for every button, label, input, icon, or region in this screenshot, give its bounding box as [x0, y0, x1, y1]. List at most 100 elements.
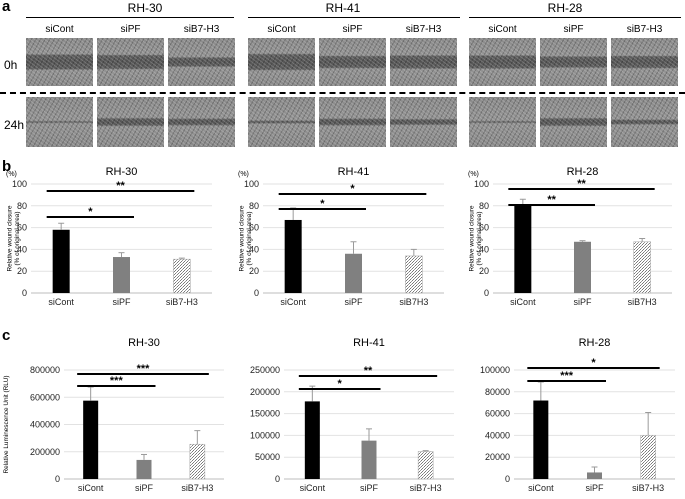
condition-label-rh41-sicont: siCont	[267, 24, 296, 35]
condition-label-rh28-sipf: siPF	[563, 24, 584, 35]
chart-c-rh41-bar-2	[417, 451, 434, 480]
cell-line-underline-rh30	[26, 17, 234, 18]
micrograph-rh28-sicont-0h	[469, 38, 536, 86]
micrograph-rh30-sicont-24h	[26, 97, 93, 147]
chart-b-rh28-significance-mark-0: **	[547, 194, 556, 206]
chart-b-rh41-bar-1	[345, 253, 362, 293]
chart-b-rh28-bar-1	[574, 241, 591, 293]
condition-label-rh30-sipf: siPF	[120, 24, 141, 35]
chart-c-rh41-ytick: 0	[275, 474, 280, 484]
micrograph-rh30-sipf-24h	[97, 97, 164, 147]
micrograph-rh28-sipf-24h	[540, 97, 607, 147]
chart-b-rh28-ylabel: Relative wound closure(% of original are…	[469, 205, 483, 272]
chart-c-rh30-ytick: 400000	[30, 420, 60, 430]
chart-c-rh28-category-0: siCont	[528, 483, 554, 493]
chart-wound-closure-rh30: RH-30 (%) Relative wound closure(% of orig…	[6, 166, 212, 307]
chart-b-rh28-ytick: 0	[484, 288, 489, 298]
chart-b-rh41-ytick: 100	[244, 179, 259, 189]
timepoint-label-0h: 0h	[4, 58, 18, 72]
chart-c-rh30-ylabel: Relative Luminescence Unit (RLU)	[3, 375, 10, 473]
micrograph-rh41-sib7h3-24h	[390, 97, 457, 147]
chart-c-rh28-ytick: 60000	[485, 409, 510, 419]
chart-b-rh28-category-1: siPF	[574, 297, 593, 307]
micrograph-rh28-sib7h3-24h	[611, 97, 678, 147]
chart-b-rh30-category-2: siB7-H3	[166, 297, 198, 307]
chart-c-rh30-category-1: siPF	[135, 483, 154, 493]
chart-c-rh28-ytick: 0	[505, 474, 510, 484]
chart-b-rh30-ytick: 20	[17, 266, 27, 276]
condition-label-rh30-sib7h3: siB7-H3	[183, 24, 220, 35]
chart-c-rh41-ytick: 200000	[250, 387, 280, 397]
cell-line-underline-rh28	[469, 17, 681, 18]
chart-b-rh28-category-0: siCont	[510, 297, 536, 307]
micrograph-rh30-sib7h3-0h	[168, 38, 235, 86]
chart-c-rh28-ytick: 20000	[485, 452, 510, 462]
chart-c-rh41-ytick: 50000	[255, 452, 280, 462]
chart-c-rh30-title: RH-30	[128, 337, 160, 349]
chart-b-rh28-ytick: 60	[479, 223, 489, 233]
chart-c-rh41-category-0: siCont	[300, 483, 326, 493]
chart-b-rh28-ytick: 100	[474, 179, 489, 189]
chart-c-rh28-bar-0	[533, 400, 549, 479]
chart-c-rh30-ytick: 200000	[30, 447, 60, 457]
chart-b-rh30-unit: (%)	[6, 171, 17, 178]
chart-c-rh28-ytick: 80000	[485, 387, 510, 397]
chart-c-rh30-ytick: 0	[55, 474, 60, 484]
chart-b-rh41-category-2: siB7H3	[399, 297, 428, 307]
micrograph-rh41-sib7h3-0h	[390, 38, 457, 86]
condition-label-rh30-sicont: siCont	[45, 24, 74, 35]
chart-b-rh30-category-1: siPF	[113, 297, 132, 307]
chart-c-rh41-ytick: 250000	[250, 365, 280, 375]
chart-c-rh41-title: RH-41	[353, 337, 385, 349]
chart-b-rh28-ytick: 40	[479, 244, 489, 254]
timepoint-label-24h: 24h	[4, 118, 25, 132]
chart-c-rh28-significance-mark-0: ***	[560, 370, 574, 382]
chart-b-rh30-ytick: 40	[17, 244, 27, 254]
micrograph-rh28-sib7h3-0h	[611, 38, 678, 86]
micrograph-rh41-sicont-0h	[248, 38, 315, 86]
chart-b-rh41-category-1: siPF	[345, 297, 364, 307]
chart-b-rh41-category-0: siCont	[280, 297, 306, 307]
chart-b-rh41-unit: (%)	[238, 171, 249, 178]
micrograph-rh41-sipf-0h	[319, 38, 386, 86]
chart-c-rh30-bar-2	[189, 443, 206, 480]
chart-b-rh41-bar-0	[284, 219, 302, 293]
chart-b-rh30-category-0: siCont	[48, 297, 74, 307]
chart-c-rh30-bar-1	[136, 459, 152, 479]
micrograph-rh30-sipf-0h	[97, 38, 164, 86]
chart-b-rh30-ytick: 100	[12, 179, 27, 189]
chart-c-rh41-significance-mark-1: **	[364, 365, 373, 377]
chart-c-rh41-significance-mark-0: *	[338, 378, 343, 390]
chart-luminescence-rh28: RH-28 0 20000 40000 60000 80000 100000 siCont si…	[480, 337, 675, 493]
chart-c-rh28-ytick: 40000	[485, 430, 510, 440]
chart-c-rh41-category-2: siB7-H3	[410, 483, 442, 493]
chart-b-rh30-ylabel: Relative wound closure(% of original are…	[7, 205, 21, 272]
chart-b-rh41-ytick: 0	[254, 288, 259, 298]
chart-b-rh41-title: RH-41	[338, 166, 370, 178]
cell-line-label-rh28: RH-28	[547, 1, 583, 15]
chart-b-rh28-title: RH-28	[567, 166, 599, 178]
panel-b-label: b	[2, 158, 12, 175]
chart-c-rh30-ytick: 800000	[30, 365, 60, 375]
chart-c-rh28-bar-2	[640, 435, 656, 480]
chart-b-rh41-bar-2	[405, 255, 423, 294]
chart-c-rh30-significance-mark-0: ***	[110, 375, 124, 387]
chart-b-rh41-significance-mark-0: *	[320, 198, 325, 210]
chart-c-rh28-category-1: siPF	[586, 483, 605, 493]
condition-label-rh28-sicont: siCont	[488, 24, 517, 35]
chart-c-rh30-bar-0	[83, 400, 99, 479]
condition-label-rh41-sipf: siPF	[342, 24, 363, 35]
chart-b-rh28-ytick: 20	[479, 266, 489, 276]
micrograph-rh30-sib7h3-24h	[168, 97, 235, 147]
chart-c-rh28-category-2: siB7-H3	[632, 483, 664, 493]
chart-b-rh28-significance-mark-1: **	[577, 178, 586, 190]
chart-luminescence-rh30: RH-30 Relative Luminescence Unit (RLU) 0 20…	[3, 337, 224, 493]
chart-b-rh30-bar-1	[113, 257, 130, 293]
chart-b-rh30-bar-0	[52, 229, 70, 293]
chart-c-rh30-ytick: 600000	[30, 392, 60, 402]
chart-c-rh28-significance-mark-1: *	[591, 357, 596, 369]
micrograph-rh41-sipf-24h	[319, 97, 386, 147]
chart-wound-closure-rh41: RH-41 (%) Relative wound closure(% of orig…	[238, 166, 444, 307]
condition-label-rh41-sib7h3: siB7-H3	[405, 24, 442, 35]
micrograph-rh41-sicont-24h	[248, 97, 315, 147]
